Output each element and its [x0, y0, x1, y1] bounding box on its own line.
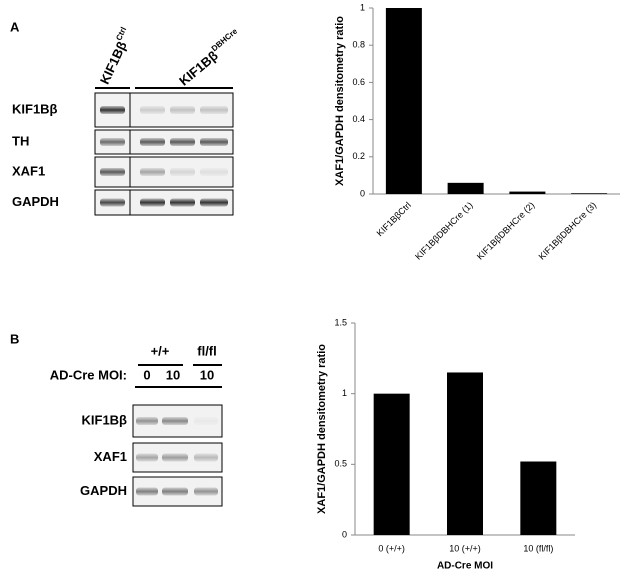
bar — [385, 8, 422, 194]
x-tick-label: 10 (fl/fl) — [523, 543, 553, 553]
row-label: TH — [12, 133, 29, 148]
y-tick-label: 0 — [342, 529, 347, 539]
y-tick-label: 1 — [342, 388, 347, 398]
moi-value: 0 — [143, 367, 150, 382]
group-header: fl/fl — [197, 343, 217, 358]
row-label: KIF1Bβ — [12, 101, 58, 116]
blot-band — [136, 453, 158, 462]
blot-band — [140, 168, 165, 176]
blot-band — [136, 417, 158, 425]
x-tick-label: 10 (+/+) — [449, 543, 481, 553]
y-tick-label: 1.5 — [334, 317, 347, 327]
group-header: +/+ — [151, 343, 170, 358]
blot-band — [194, 453, 218, 462]
blot-band — [170, 138, 195, 146]
blot-band — [162, 417, 188, 425]
y-tick-label: 1 — [360, 2, 365, 12]
blot-band — [170, 106, 195, 114]
y-tick-label: 0.2 — [352, 151, 365, 161]
blot-band — [140, 138, 165, 146]
x-tick-label: KIF1BβDBHCre (1) — [413, 200, 475, 262]
blot-band — [200, 106, 228, 114]
panel-label: A — [10, 19, 20, 34]
y-axis-title: XAF1/GAPDH densitometry ratio — [334, 16, 346, 186]
x-tick-label: KIF1BβCtrl — [375, 200, 413, 238]
charts: 0 0.2 0.4 0.6 0.8 1 XAF1/GAPDH densitometry ra… — [316, 2, 620, 572]
blot-band — [200, 168, 228, 176]
row-label: GAPDH — [12, 194, 59, 209]
blot-band — [162, 487, 188, 496]
blot-band — [170, 198, 195, 207]
bar — [509, 191, 546, 194]
blot-band — [100, 106, 125, 114]
row-label: XAF1 — [94, 449, 127, 464]
x-tick-label: KIF1BβDBHCre (3) — [537, 200, 599, 262]
row-label: KIF1Bβ — [82, 412, 128, 427]
bar — [447, 372, 483, 535]
bar — [520, 461, 557, 535]
lane-header: KIF1BβCtrl — [95, 26, 136, 87]
blot-band — [100, 198, 125, 207]
row-label: XAF1 — [12, 163, 45, 178]
y-axis-title: XAF1/GAPDH densitometry ratio — [316, 344, 328, 514]
lane-header: KIF1BβDBHCre — [175, 26, 245, 89]
x-tick-label: 0 (+/+) — [378, 543, 405, 553]
x-axis-title: AD-Cre MOI — [437, 561, 493, 572]
y-tick-label: 0.4 — [352, 114, 365, 124]
blot-band — [140, 198, 165, 207]
panel-label: B — [10, 331, 19, 346]
y-tick-label: 0.5 — [334, 459, 347, 469]
bar — [571, 193, 608, 194]
blot-band — [200, 198, 228, 207]
blot-band — [100, 168, 125, 176]
blot-band — [162, 453, 188, 462]
bar — [373, 393, 410, 535]
bar — [447, 182, 484, 194]
blot-band — [170, 168, 195, 176]
moi-value: 10 — [166, 367, 180, 382]
y-tick-label: 0.8 — [352, 40, 365, 50]
blot-band — [194, 487, 218, 496]
row-label: GAPDH — [80, 483, 127, 498]
moi-value: 10 — [200, 367, 214, 382]
blot-band — [140, 106, 165, 114]
moi-label: AD-Cre MOI: — [50, 367, 127, 382]
blot-band — [136, 487, 158, 496]
blot-band — [200, 138, 228, 146]
blots: KIF1Bβ TH XAF1 GAPDH KIF1Bβ XAF1 GAPDH — [12, 92, 234, 507]
y-tick-label: 0.6 — [352, 77, 365, 87]
blot-band — [100, 138, 125, 146]
x-tick-label: KIF1BβDBHCre (2) — [475, 200, 537, 262]
blot-band — [194, 417, 218, 425]
y-tick-label: 0 — [360, 188, 365, 198]
